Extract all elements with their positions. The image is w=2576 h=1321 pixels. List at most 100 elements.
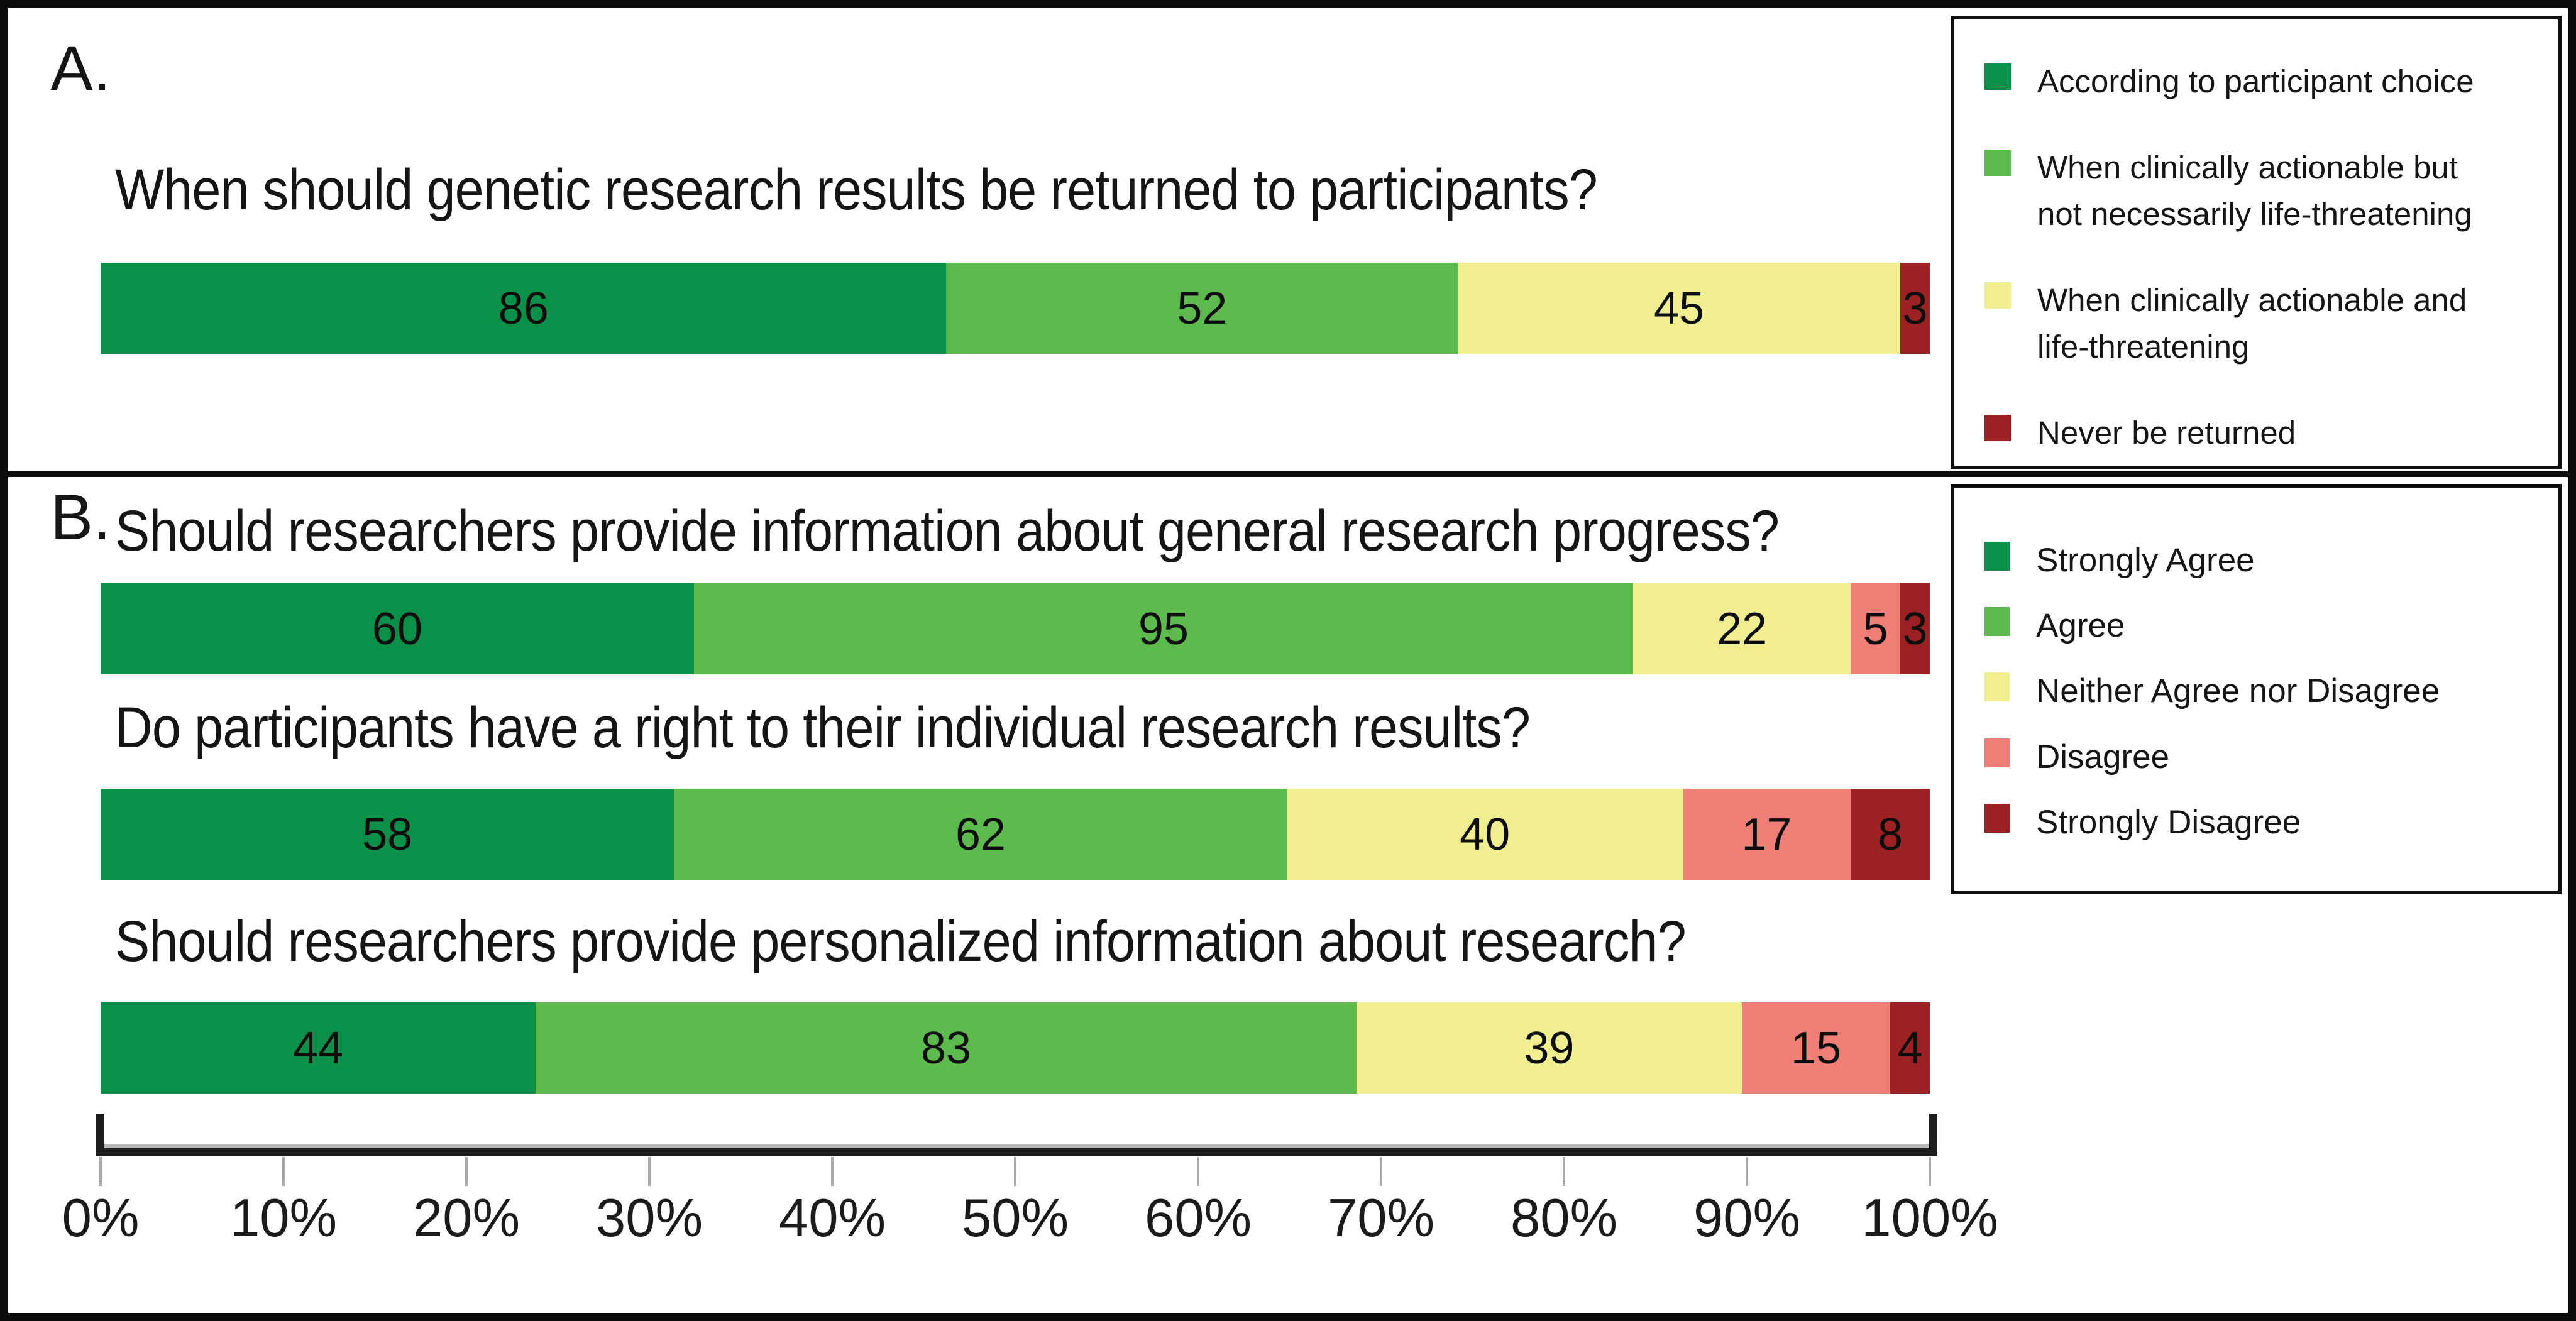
panel-b-stacked-bar-1: 60 95 22 5 3: [101, 583, 1930, 674]
panel-b-stacked-bar-2: 58 62 40 17 8: [101, 789, 1930, 880]
x-axis-line: [96, 1148, 1937, 1156]
legend-swatch: [1984, 282, 2011, 309]
panel-b-label: B.: [50, 481, 111, 553]
legend-panel-b: Strongly Agree Agree Neither Agree nor Dis…: [1951, 484, 2562, 894]
bar-value-label: 22: [1717, 603, 1768, 654]
panel-a-question: When should genetic research results be …: [115, 158, 1598, 222]
bar-value-label: 40: [1460, 809, 1511, 860]
axis-tick-label: 40%: [778, 1188, 886, 1248]
bar-value-label: 83: [920, 1022, 971, 1073]
legend-label: Neither Agree nor Disagree: [2036, 672, 2440, 710]
bar-value-label: 45: [1653, 283, 1705, 334]
legend-swatch: [1984, 803, 2010, 833]
legend-item: Disagree: [1984, 733, 2533, 781]
bar-value-label: 8: [1878, 809, 1903, 860]
bar-value-label: 5: [1863, 603, 1888, 654]
x-axis-left-cap: [96, 1114, 104, 1156]
bar-segment: 83: [536, 1002, 1357, 1094]
axis-tick-label: 50%: [961, 1188, 1069, 1248]
bar-segment: 8: [1851, 789, 1930, 880]
legend-item: Agree: [1984, 602, 2533, 650]
bar-value-label: 17: [1741, 809, 1792, 860]
legend-swatch: [1984, 738, 2010, 767]
axis-tick: [1929, 1157, 1931, 1186]
legend-label: When clinically actionable and life-thre…: [2037, 282, 2467, 365]
bar-segment: 3: [1900, 583, 1930, 674]
legend-label: Never be returned: [2037, 415, 2296, 451]
axis-tick: [1563, 1157, 1565, 1186]
legend-swatch: [1984, 150, 2011, 177]
bar-segment: 60: [101, 583, 694, 674]
bar-value-label: 86: [498, 283, 549, 334]
panel-b-question-2: Do participants have a right to their in…: [115, 696, 1531, 760]
bar-value-label: 44: [293, 1022, 344, 1073]
panel-a-stacked-bar: 86 52 45 3: [101, 263, 1930, 354]
axis-tick-label: 30%: [595, 1188, 703, 1248]
x-axis-right-cap: [1929, 1114, 1937, 1156]
bar-value-label: 39: [1524, 1022, 1575, 1073]
panel-b-question-3: Should researchers provide personalized …: [115, 909, 1687, 973]
axis-tick: [1014, 1157, 1016, 1186]
legend-label: According to participant choice: [2037, 63, 2474, 99]
legend-label: Disagree: [2036, 738, 2170, 776]
bar-value-label: 58: [362, 809, 413, 860]
legend-panel-a: According to participant choice When clin…: [1951, 16, 2562, 469]
legend-item: Strongly Disagree: [1984, 799, 2533, 847]
legend-label: Strongly Disagree: [2036, 803, 2301, 841]
legend-item: When clinically actionable but not neces…: [1984, 145, 2533, 237]
axis-tick: [831, 1157, 834, 1186]
legend-item: Never be returned: [1984, 410, 2533, 456]
bar-segment: 5: [1851, 583, 1900, 674]
axis-tick-label: 80%: [1510, 1188, 1618, 1248]
legend-label: Strongly Agree: [2036, 542, 2255, 579]
legend-label: When clinically actionable but not neces…: [2037, 150, 2472, 232]
bar-value-label: 95: [1138, 603, 1189, 654]
bar-segment: 58: [101, 789, 674, 880]
panel-b-stacked-bar-3: 44 83 39 15 4: [101, 1002, 1930, 1094]
bar-segment: 4: [1890, 1002, 1930, 1094]
legend-swatch: [1984, 672, 2010, 702]
axis-tick-label: 90%: [1693, 1188, 1801, 1248]
axis-tick-label: 60%: [1144, 1188, 1252, 1248]
axis-tick: [99, 1157, 102, 1186]
axis-tick-label: 10%: [229, 1188, 338, 1248]
bar-value-label: 15: [1791, 1022, 1842, 1073]
bar-value-label: 52: [1177, 283, 1228, 334]
legend-swatch: [1984, 415, 2011, 442]
legend-item: According to participant choice: [1984, 58, 2533, 104]
axis-tick: [1197, 1157, 1199, 1186]
axis-tick: [1380, 1157, 1382, 1186]
bar-segment: 62: [674, 789, 1287, 880]
legend-label: Agree: [2036, 607, 2125, 645]
bar-segment: 52: [946, 263, 1458, 354]
bar-segment: 45: [1458, 263, 1901, 354]
panel-a-label: A.: [50, 33, 111, 104]
bar-segment: 40: [1287, 789, 1683, 880]
bar-segment: 44: [101, 1002, 536, 1094]
bar-value-label: 4: [1897, 1022, 1923, 1073]
axis-tick-label: 0%: [62, 1188, 140, 1248]
axis-tick-label: 70%: [1327, 1188, 1435, 1248]
bar-segment: 15: [1742, 1002, 1891, 1094]
bar-segment: 95: [693, 583, 1634, 674]
bar-segment: 22: [1633, 583, 1851, 674]
bar-segment: 17: [1682, 789, 1851, 880]
axis-tick-label: 20%: [412, 1188, 520, 1248]
legend-swatch: [1984, 63, 2011, 90]
axis-tick: [648, 1157, 651, 1186]
bar-value-label: 3: [1902, 283, 1928, 334]
axis-tick: [282, 1157, 285, 1186]
legend-swatch: [1984, 607, 2010, 637]
legend-item: When clinically actionable and life-thre…: [1984, 277, 2533, 370]
axis-tick: [1746, 1157, 1748, 1186]
bar-value-label: 3: [1902, 603, 1928, 654]
panel-b-question-1: Should researchers provide information a…: [115, 499, 1780, 563]
legend-item: Strongly Agree: [1984, 537, 2533, 584]
legend-swatch: [1984, 542, 2010, 571]
axis-tick-label: 100%: [1861, 1188, 1998, 1248]
bar-segment: 86: [101, 263, 947, 354]
bar-value-label: 60: [372, 603, 422, 654]
legend-item: Neither Agree nor Disagree: [1984, 667, 2533, 715]
bar-segment: 3: [1900, 263, 1930, 354]
